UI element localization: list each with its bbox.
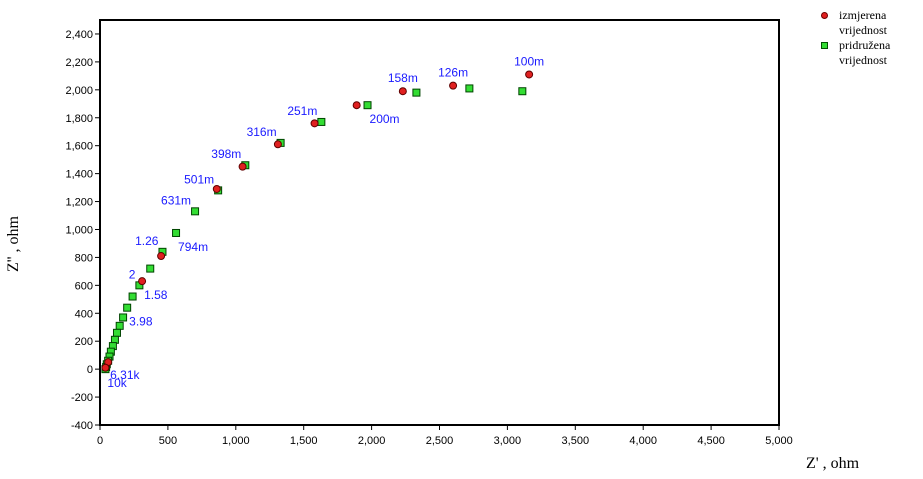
frequency-label: 316m — [247, 125, 277, 139]
x-tick-label: 5,000 — [765, 435, 793, 447]
y-tick-label: 400 — [75, 308, 93, 320]
frequency-label: 3.98 — [129, 315, 153, 329]
x-tick-label: 2,500 — [426, 435, 454, 447]
y-tick-label: 2,000 — [65, 85, 93, 97]
y-tick-label: 800 — [75, 252, 93, 264]
x-axis-title: Z' , ohm — [806, 455, 859, 473]
x-axis-title-main: Z' — [806, 455, 819, 472]
y-tick-label: 2,400 — [65, 29, 93, 41]
y-axis-title-unit: ohm — [5, 216, 22, 245]
y-tick-label: -200 — [71, 392, 93, 404]
legend-label-measured-line1: izmjerena — [839, 8, 887, 22]
fitted-point — [191, 207, 200, 216]
x-tick-label: 3,500 — [562, 435, 590, 447]
x-tick-label: 2,000 — [358, 435, 386, 447]
y-tick-label: 1,600 — [65, 141, 93, 153]
y-axis-title-main: Z'' — [5, 256, 22, 272]
x-tick-label: 1,500 — [290, 435, 318, 447]
frequency-label: 251m — [287, 104, 317, 118]
y-tick-label: 1,200 — [65, 197, 93, 209]
frequency-label: 126m — [438, 66, 468, 80]
frequency-label: 100m — [514, 54, 544, 68]
fitted-point — [112, 328, 121, 337]
x-axis-title-unit: ohm — [830, 455, 860, 472]
chart-legend: izmjerena vrijednost pridružena vrijedno… — [817, 8, 921, 68]
measured-point — [157, 252, 166, 261]
y-axis-title: Z'' , ohm — [5, 216, 23, 272]
measured-point — [398, 87, 407, 96]
frequency-label: 794m — [178, 240, 208, 254]
fitted-point — [172, 228, 181, 237]
x-tick-label: 4,000 — [629, 435, 657, 447]
legend-label-fitted-line1: pridružena — [839, 38, 891, 52]
fitted-point — [123, 303, 132, 312]
frequency-label: 200m — [370, 112, 400, 126]
y-tick-label: 1,000 — [65, 224, 93, 236]
fitted-point — [412, 88, 421, 97]
plot-frame — [99, 19, 780, 426]
frequency-label: 10k — [107, 376, 127, 390]
frequency-label: 398m — [211, 147, 241, 161]
fitted-point — [119, 313, 128, 322]
y-axis-title-sep: , — [5, 248, 22, 253]
measured-point — [525, 70, 534, 79]
frequency-label: 631m — [161, 193, 191, 207]
frequency-label: 2 — [129, 267, 136, 281]
legend-label-fitted-line2: vrijednost — [839, 53, 887, 67]
fitted-point — [317, 117, 326, 126]
y-tick-label: 2,200 — [65, 57, 93, 69]
frequency-label: 158m — [388, 71, 418, 85]
y-tick-label: 1,400 — [65, 169, 93, 181]
fitted-point — [115, 321, 124, 330]
legend-label-measured-line2: vrijednost — [839, 23, 887, 37]
frequency-label: 1.26 — [135, 234, 159, 248]
legend-item-measured: izmjerena vrijednost — [817, 8, 921, 38]
measured-point — [101, 363, 110, 372]
measured-point — [238, 162, 247, 171]
y-tick-label: 200 — [75, 336, 93, 348]
measured-point — [310, 119, 319, 128]
y-tick-label: 1,800 — [65, 113, 93, 125]
x-tick-label: 4,500 — [697, 435, 725, 447]
measured-point — [138, 277, 147, 286]
fitted-point — [363, 101, 372, 110]
measured-point — [212, 184, 221, 193]
measured-marker-icon — [821, 12, 828, 19]
frequency-label: 1.58 — [144, 288, 168, 302]
fitted-marker-icon — [821, 42, 828, 49]
measured-point — [449, 81, 458, 90]
legend-item-fitted: pridružena vrijednost — [817, 38, 921, 68]
x-tick-label: 0 — [97, 435, 103, 447]
fitted-point — [465, 84, 474, 93]
frequency-label: 501m — [184, 172, 214, 186]
y-tick-label: 0 — [87, 364, 93, 376]
x-tick-label: 1,000 — [222, 435, 250, 447]
y-tick-label: 600 — [75, 280, 93, 292]
x-tick-label: 3,000 — [494, 435, 522, 447]
fitted-point — [146, 264, 155, 273]
frequency-label: 6.31k — [110, 368, 140, 382]
y-tick-label: -400 — [71, 420, 93, 432]
measured-point — [352, 101, 361, 110]
fitted-point — [518, 87, 527, 96]
x-axis-title-sep: , — [822, 455, 827, 472]
fitted-point — [128, 292, 137, 301]
measured-point — [273, 140, 282, 149]
x-tick-label: 500 — [159, 435, 177, 447]
